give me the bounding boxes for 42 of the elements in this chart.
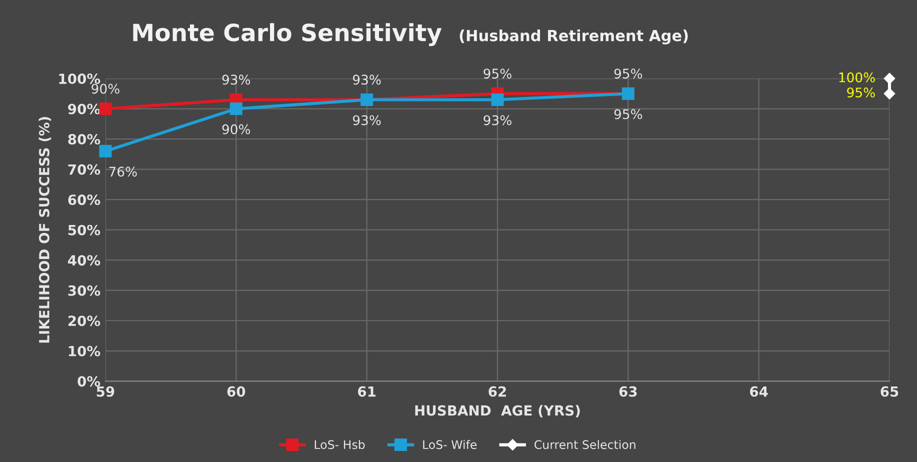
x-axis-title: HUSBAND AGE (YRS): [415, 405, 580, 418]
point: [491, 93, 504, 106]
data-label: 95%: [847, 88, 875, 98]
y-tick-label: 10%: [68, 346, 100, 356]
point: [99, 102, 112, 116]
data-label: 93%: [484, 115, 512, 126]
data-label: 95%: [614, 109, 642, 120]
y-tick-label: 30%: [68, 285, 100, 296]
x-tick-label: 59: [96, 386, 114, 397]
y-tick-label: 20%: [68, 316, 100, 326]
data-label: 90%: [92, 84, 120, 94]
y-tick-label: 40%: [68, 255, 100, 266]
y-tick-label: 80%: [68, 134, 100, 145]
point: [884, 88, 896, 100]
x-tick-label: 61: [358, 386, 376, 397]
y-axis-title: LIKELIHOOD OF SUCCESS (%): [38, 117, 52, 343]
chart-subtitle: (Husband Retirement Age): [460, 30, 688, 44]
point: [884, 72, 896, 84]
y-tick-label: 70%: [68, 164, 100, 175]
data-label: 95%: [614, 68, 642, 79]
legend-label: LoS- Wife: [423, 440, 477, 450]
x-tick-label: 63: [619, 386, 637, 397]
chart-title: Monte Carlo Sensitivity: [133, 23, 442, 46]
x-tick-label: 65: [880, 386, 898, 397]
legend-label: Current Selection: [534, 440, 636, 450]
data-label: 93%: [222, 74, 250, 85]
data-label: 76%: [109, 166, 137, 177]
data-label: 95%: [484, 68, 512, 79]
data-label: 90%: [222, 124, 250, 134]
point: [230, 102, 242, 116]
x-tick-label: 60: [227, 386, 246, 397]
y-tick-label: 0%: [78, 376, 100, 387]
x-tick-label: 62: [488, 386, 506, 397]
data-label: 93%: [352, 115, 381, 126]
point: [99, 144, 112, 158]
x-tick-label: 64: [750, 386, 768, 397]
y-tick-label: 50%: [68, 224, 100, 236]
data-label: 100%: [839, 72, 875, 82]
data-label: 93%: [352, 74, 381, 85]
y-tick-label: 60%: [68, 194, 100, 206]
legend-label: LoS- Hsb: [314, 440, 365, 450]
y-tick-label: 100%: [59, 74, 100, 84]
